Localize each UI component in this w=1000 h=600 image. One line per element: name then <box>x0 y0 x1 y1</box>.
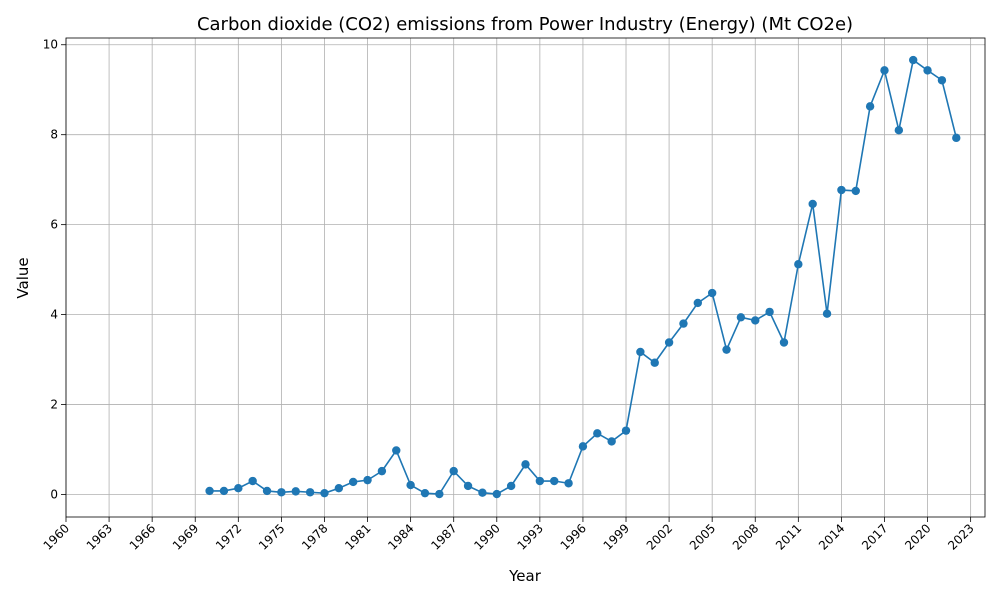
data-point <box>535 476 545 486</box>
data-point <box>937 76 947 85</box>
data-point <box>736 313 746 322</box>
x-tick-label: 2011 <box>773 521 804 552</box>
x-tick-label: 1993 <box>514 521 545 552</box>
data-point <box>679 319 688 328</box>
x-axis-label: Year <box>508 567 542 585</box>
data-point <box>707 288 717 298</box>
data-point <box>363 475 372 485</box>
x-tick-label: 2014 <box>816 521 847 552</box>
data-point <box>636 347 645 357</box>
x-tick-label: 1969 <box>170 521 201 552</box>
data-point <box>234 484 243 493</box>
data-point <box>593 429 602 438</box>
y-tick-label: 8 <box>50 128 58 142</box>
data-point <box>751 316 760 325</box>
data-point <box>506 481 516 491</box>
data-point <box>564 479 573 488</box>
x-tick-label: 1999 <box>601 521 632 552</box>
x-tick-label: 1972 <box>213 521 244 552</box>
data-point <box>693 298 703 308</box>
data-point <box>348 477 358 487</box>
chart-title: Carbon dioxide (CO2) emissions from Powe… <box>197 14 853 35</box>
data-point <box>794 260 803 269</box>
data-point <box>765 307 774 317</box>
data-point <box>550 476 559 486</box>
data-point <box>621 426 631 435</box>
x-axis-ticks: 1960 1963 1966 1969 1972 1975 1978 1981 1984 1987… <box>41 517 977 553</box>
data-point <box>909 55 918 65</box>
x-tick-label: 2020 <box>902 521 933 552</box>
data-point <box>808 199 817 209</box>
data-point <box>779 338 789 347</box>
x-tick-label: 1990 <box>471 521 502 552</box>
data-point <box>952 133 961 143</box>
x-tick-label: 1975 <box>256 521 287 552</box>
data-point <box>406 480 415 490</box>
x-tick-label: 1987 <box>428 521 459 552</box>
x-tick-label: 2005 <box>687 521 718 552</box>
data-point <box>219 486 229 496</box>
x-tick-label: 2008 <box>730 521 761 552</box>
y-axis-label: Value <box>14 257 32 298</box>
plot-frame <box>65 37 986 518</box>
y-tick-label: 0 <box>50 488 58 502</box>
data-point <box>880 66 889 75</box>
x-tick-label: 2023 <box>945 521 976 552</box>
data-point <box>291 487 300 496</box>
y-tick-label: 4 <box>50 308 58 322</box>
y-tick-label: 10 <box>43 38 58 52</box>
data-point <box>377 466 387 476</box>
x-tick-label: 1981 <box>342 521 373 552</box>
x-tick-label: 2017 <box>859 521 890 552</box>
data-point <box>392 446 401 455</box>
data-point <box>521 460 530 469</box>
data-point <box>420 488 430 498</box>
data-point <box>334 484 344 493</box>
data-point <box>262 486 272 496</box>
x-tick-label: 2002 <box>644 521 675 552</box>
data-point <box>578 442 588 451</box>
data-point <box>607 437 616 446</box>
data-point <box>248 476 257 486</box>
y-tick-label: 6 <box>50 218 58 232</box>
data-point <box>851 186 860 196</box>
data-points <box>205 55 961 499</box>
data-point <box>435 489 444 499</box>
data-point <box>865 102 875 111</box>
data-point <box>305 488 315 497</box>
data-point <box>650 358 659 367</box>
data-point <box>478 488 487 497</box>
data-point <box>837 185 846 195</box>
x-tick-label: 1984 <box>385 521 416 552</box>
grid-lines <box>65 38 985 517</box>
x-tick-label: 1960 <box>41 521 72 552</box>
data-point <box>822 309 832 318</box>
data-point <box>277 488 286 497</box>
data-point <box>664 338 674 347</box>
y-axis-ticks: 0 2 4 6 8 10 <box>43 38 66 502</box>
y-tick-label: 2 <box>50 398 58 412</box>
x-tick-label: 1963 <box>84 521 115 552</box>
data-point <box>463 481 473 491</box>
data-point <box>923 66 932 75</box>
data-point <box>205 486 214 496</box>
x-tick-label: 1978 <box>299 521 330 552</box>
data-point <box>320 488 329 498</box>
data-point <box>722 345 731 354</box>
x-tick-label: 1996 <box>558 521 589 552</box>
data-point <box>894 126 904 135</box>
x-tick-label: 1966 <box>127 521 158 552</box>
data-point <box>492 489 501 499</box>
data-point <box>449 466 458 476</box>
